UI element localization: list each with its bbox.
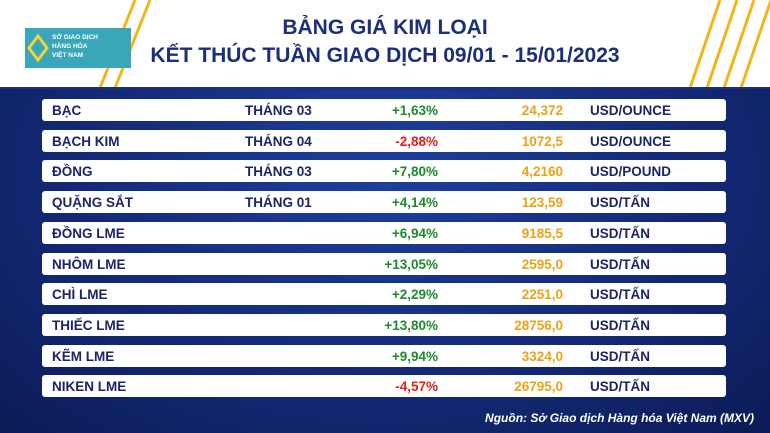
change: +1,63% bbox=[391, 103, 438, 118]
table-row: BẠC THÁNG 03 +1,63% 24,372 USD/OUNCE bbox=[42, 99, 726, 121]
price: 123,59 bbox=[521, 195, 563, 211]
unit: USD/TẤN bbox=[590, 317, 650, 333]
price: 26795,0 bbox=[514, 379, 563, 395]
unit: USD/OUNCE bbox=[590, 133, 672, 149]
logo-text: SỞ GIAO DỊCH HÀNG HÓA VIỆT NAM bbox=[52, 33, 98, 60]
unit: USD/POUND bbox=[590, 164, 672, 180]
change: +13,05% bbox=[384, 256, 438, 272]
table-row: NIKEN LME -4,57% 26795,0 USD/TẤN bbox=[42, 375, 726, 398]
price: 9185,5 bbox=[521, 225, 563, 241]
price: 3324,0 bbox=[521, 348, 563, 364]
price: 24,372 bbox=[521, 103, 563, 118]
unit: USD/TẤN bbox=[590, 287, 650, 303]
contract-month: THÁNG 03 bbox=[245, 103, 312, 118]
price: 1072,5 bbox=[521, 133, 563, 149]
change: +13,80% bbox=[384, 317, 438, 333]
metal-name: BẠCH KIM bbox=[52, 133, 120, 149]
change: +9,94% bbox=[391, 348, 438, 364]
metal-name: THIẾC LME bbox=[52, 317, 125, 333]
change: +2,29% bbox=[391, 287, 438, 303]
unit: USD/TẤN bbox=[590, 348, 650, 364]
metal-name: NIKEN LME bbox=[52, 379, 127, 395]
metal-name: ĐỒNG LME bbox=[52, 225, 125, 241]
metal-name: KẼM LME bbox=[52, 348, 115, 364]
metal-name: QUẶNG SẮT bbox=[52, 195, 133, 211]
table-row: NHÔM LME +13,05% 2595,0 USD/TẤN bbox=[42, 252, 726, 275]
contract-month: THÁNG 04 bbox=[245, 133, 312, 149]
table-row: ĐỒNG LME +6,94% 9185,5 USD/TẤN bbox=[42, 221, 726, 244]
logo-line: HÀNG HÓA bbox=[52, 43, 88, 50]
table-row: KẼM LME +9,94% 3324,0 USD/TẤN bbox=[42, 344, 726, 367]
unit: USD/TẤN bbox=[590, 225, 650, 241]
title: BẢNG GIÁ KIM LOẠI bbox=[282, 16, 488, 39]
unit: USD/OUNCE bbox=[590, 103, 672, 118]
unit: USD/TẤN bbox=[590, 256, 650, 272]
price: 4,2160 bbox=[521, 164, 563, 180]
logo-icon bbox=[27, 33, 49, 63]
logo-line: VIỆT NAM bbox=[52, 52, 84, 59]
contract-month: THÁNG 03 bbox=[245, 164, 312, 180]
change: +4,14% bbox=[391, 195, 438, 211]
table-row: CHÌ LME +2,29% 2251,0 USD/TẤN bbox=[42, 283, 726, 306]
change: -4,57% bbox=[395, 379, 438, 395]
logo bbox=[25, 28, 131, 68]
unit: USD/TẤN bbox=[590, 379, 650, 395]
price: 2595,0 bbox=[521, 256, 563, 272]
table-row: QUẶNG SẮT THÁNG 01 +4,14% 123,59 USD/TẤN bbox=[42, 191, 726, 214]
price: 28756,0 bbox=[514, 317, 563, 333]
change: +6,94% bbox=[391, 225, 438, 241]
table-row: THIẾC LME +13,80% 28756,0 USD/TẤN bbox=[42, 313, 726, 336]
metal-name: NHÔM LME bbox=[52, 256, 126, 272]
metal-name: CHÌ LME bbox=[52, 287, 108, 303]
metal-name: ĐỒNG bbox=[52, 164, 93, 180]
table-row: ĐỒNG THÁNG 03 +7,80% 4,2160 USD/POUND bbox=[42, 160, 726, 183]
unit: USD/TẤN bbox=[590, 195, 650, 211]
metal-name: BẠC bbox=[52, 103, 82, 118]
contract-month: THÁNG 01 bbox=[245, 195, 312, 211]
price: 2251,0 bbox=[521, 287, 563, 303]
change: +7,80% bbox=[391, 164, 438, 180]
table-row: BẠCH KIM THÁNG 04 -2,88% 1072,5 USD/OUNCE bbox=[42, 129, 726, 152]
subtitle: KẾT THÚC TUẦN GIAO DỊCH 09/01 - 15/01/20… bbox=[150, 44, 620, 67]
source-note: Nguồn: Sở Giao dịch Hàng hóa Việt Nam (M… bbox=[485, 411, 754, 425]
logo-line: SỞ GIAO DỊCH bbox=[52, 34, 98, 41]
change: -2,88% bbox=[395, 133, 438, 149]
decoration bbox=[0, 0, 770, 89]
